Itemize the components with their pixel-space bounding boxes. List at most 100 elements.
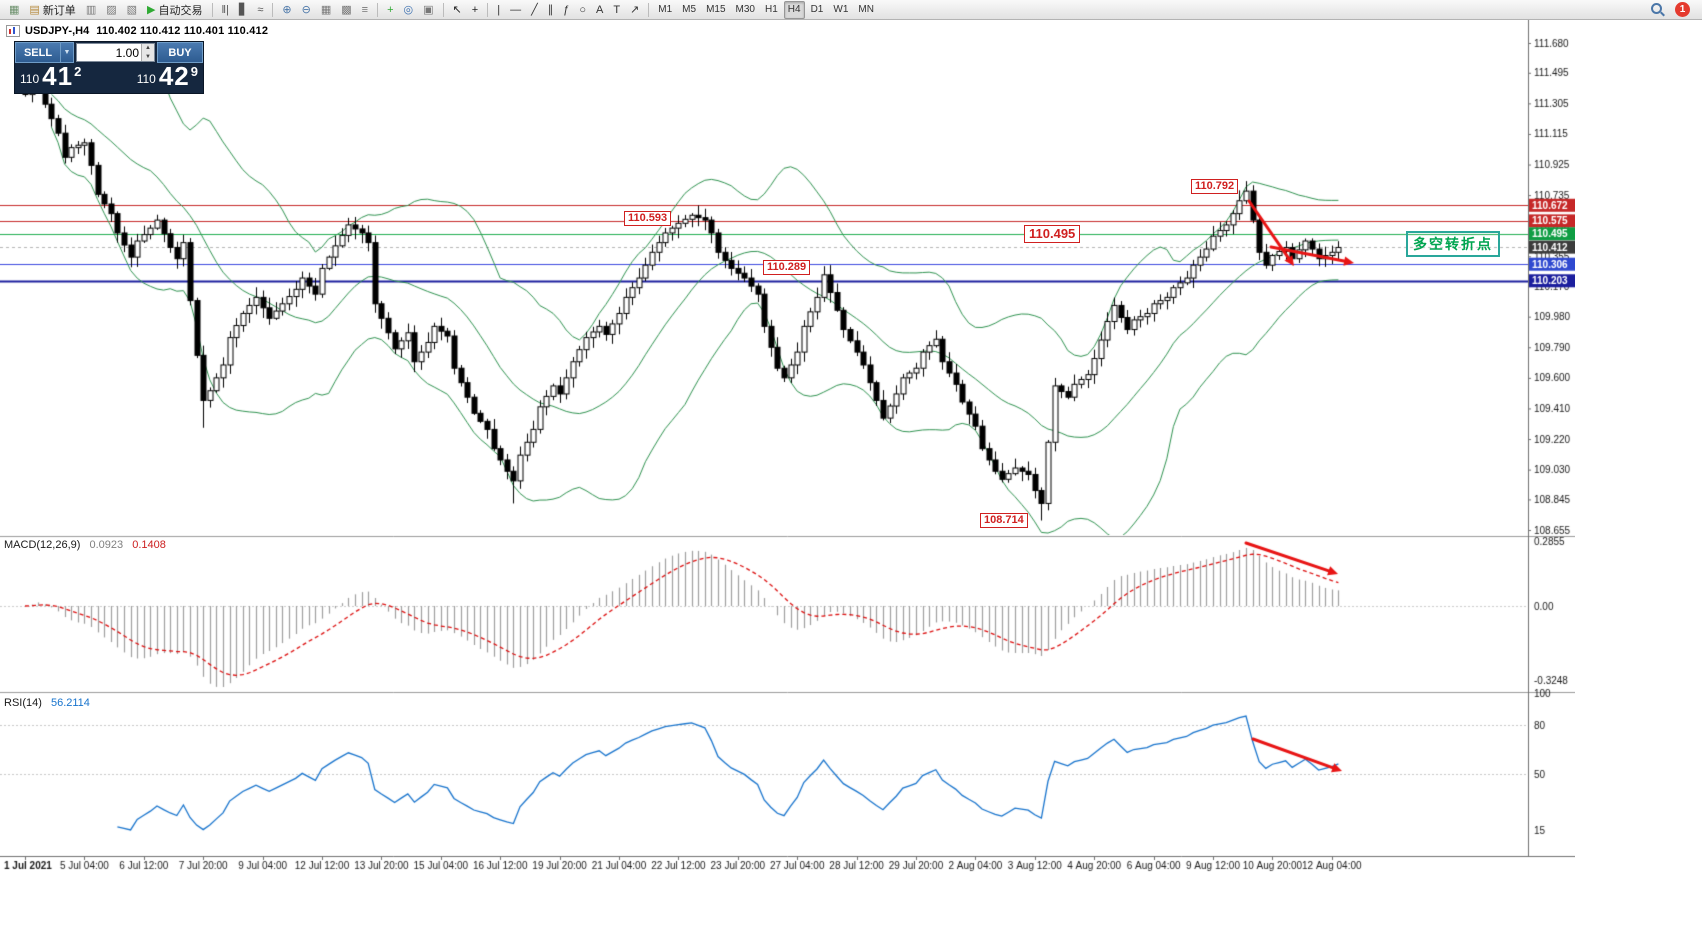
lot-decrease-icon[interactable]: ▼ — [145, 53, 151, 60]
zoom-in-button[interactable]: ⊕ — [278, 1, 295, 19]
arrows-tool-button[interactable]: ↗ — [626, 1, 643, 19]
bid-price[interactable]: 110 41 2 — [20, 61, 82, 91]
label-tool-icon: T — [613, 3, 621, 16]
annotation-note[interactable]: 多空转折点 — [1406, 231, 1500, 257]
price-chart-canvas[interactable] — [0, 20, 1575, 940]
zoom-out-button[interactable]: ⊖ — [298, 1, 315, 19]
new-order-button[interactable]: ▤ 新订单 — [25, 1, 79, 19]
sell-options-chevron-icon[interactable]: ▼ — [61, 42, 74, 63]
lot-size-input[interactable] — [77, 44, 141, 61]
candlestick-chart-button[interactable]: ▋ — [235, 1, 251, 19]
channel-tool-icon: ∥ — [547, 3, 554, 16]
new-order-icon: ▤ — [29, 3, 40, 16]
lot-size-field: ▲ ▼ — [76, 43, 155, 62]
bar-chart-icon: ‖| — [221, 3, 229, 16]
toolbar-separator — [272, 2, 274, 17]
bid-price-big: 41 — [42, 61, 74, 91]
vertical-line-tool-button[interactable]: | — [493, 1, 504, 19]
rsi-value: 56.2114 — [50, 697, 90, 709]
crosshair-tool-button[interactable]: + — [468, 1, 482, 19]
navigator-button[interactable]: ▧ — [123, 1, 141, 19]
sell-button[interactable]: SELL — [15, 42, 61, 63]
buy-button[interactable]: BUY — [157, 42, 203, 63]
bid-price-prefix: 110 — [20, 72, 40, 86]
label-tool-button[interactable]: T — [609, 1, 624, 19]
price-label[interactable]: 110.495 — [1024, 225, 1081, 243]
auto-trading-button[interactable]: ▶ 自动交易 — [143, 1, 206, 19]
new-chart-button[interactable]: ▦ — [5, 1, 23, 19]
horizontal-line-tool-button[interactable]: — — [506, 1, 525, 19]
indicators-button[interactable]: ◎ — [400, 1, 418, 19]
timeframe-m5-button[interactable]: M5 — [678, 1, 700, 19]
line-chart-button[interactable]: ≈ — [253, 1, 267, 19]
templates-icon: ▣ — [423, 3, 434, 16]
candlestick-chart-icon: ▋ — [238, 3, 248, 16]
tile-windows-icon: ▦ — [320, 3, 332, 16]
navigator-icon: ▧ — [126, 3, 138, 16]
add-object-button[interactable]: + — [383, 1, 397, 19]
timeframe-m15-button-label: M15 — [706, 4, 726, 15]
timeframe-m1-button-label: M1 — [658, 4, 673, 15]
cursor-tool-button[interactable]: ↖ — [449, 1, 466, 19]
timeframe-h4-button-label: H4 — [787, 4, 801, 15]
market-watch-button[interactable]: ▨ — [102, 1, 120, 19]
price-label[interactable]: 108.714 — [980, 513, 1028, 528]
tile-windows-button[interactable]: ▦ — [317, 1, 335, 19]
notification-badge[interactable]: 1 — [1675, 2, 1690, 17]
timeframe-d1-button-label: D1 — [810, 4, 824, 15]
ask-price-big: 42 — [158, 61, 190, 91]
cascade-windows-icon: ▩ — [341, 3, 352, 16]
macd-name: MACD(12,26,9) — [4, 539, 81, 551]
macd-indicator-label: MACD(12,26,9) 0.0923 0.1408 — [4, 539, 166, 551]
chart-profiles-button[interactable]: ▥ — [82, 1, 100, 19]
cascade-windows-button[interactable]: ▩ — [337, 1, 355, 19]
ask-price[interactable]: 110 42 9 — [137, 61, 198, 91]
ohlc-values: 110.402 110.412 110.401 110.412 — [96, 25, 269, 37]
fibonacci-tool-icon: ƒ — [563, 3, 570, 16]
search-icon[interactable] — [1650, 2, 1665, 17]
toolbar-separator — [648, 2, 650, 17]
price-label[interactable]: 110.289 — [763, 260, 811, 275]
toolbar-separator — [442, 2, 444, 17]
timeframe-m30-button[interactable]: M30 — [732, 1, 759, 19]
price-label[interactable]: 110.593 — [624, 211, 672, 226]
templates-button[interactable]: ▣ — [419, 1, 437, 19]
chart-profiles-icon: ▥ — [85, 3, 97, 16]
crosshair-tool-icon: + — [471, 3, 479, 16]
timeframe-w1-button-label: W1 — [833, 4, 849, 15]
bar-chart-button[interactable]: ‖| — [218, 1, 233, 19]
timeframe-h4-button[interactable]: H4 — [783, 0, 805, 19]
timeframe-m1-button[interactable]: M1 — [654, 1, 676, 19]
bid-price-pip: 2 — [74, 64, 82, 79]
timeframe-m15-button[interactable]: M15 — [702, 1, 729, 19]
timeframe-m5-button-label: M5 — [682, 4, 697, 15]
price-label[interactable]: 110.792 — [1191, 179, 1239, 194]
vertical-line-tool-icon: | — [497, 3, 501, 16]
new-chart-icon: ▦ — [9, 3, 20, 16]
text-tool-button[interactable]: A — [592, 1, 607, 19]
horizontal-line-tool-icon: — — [510, 3, 522, 16]
toolbar-right: 1 — [1650, 2, 1690, 17]
toolbar-separator — [487, 2, 489, 17]
cursor-tool-icon: ↖ — [452, 3, 462, 16]
arrange-windows-button[interactable]: ≡ — [358, 1, 372, 19]
trendline-tool-button[interactable]: ╱ — [527, 1, 542, 19]
channel-tool-button[interactable]: ∥ — [544, 1, 558, 19]
lot-increase-icon[interactable]: ▲ — [145, 45, 151, 52]
shapes-tool-button[interactable]: ○ — [575, 1, 590, 19]
timeframe-h1-button[interactable]: H1 — [761, 1, 782, 19]
toolbar: ▦ ▤ 新订单 ▥ ▨ ▧ ▶ 自动交易 ‖| ▋ ≈ ⊕ ⊖ ▦ ▩ ≡ + ◎ ▣ ↖ + | — ╱ ∥ ƒ ○ A T ↗ M1 M5… — [0, 0, 1702, 20]
timeframe-w1-button[interactable]: W1 — [829, 1, 852, 19]
auto-trading-button-label: 自动交易 — [158, 4, 203, 17]
shapes-tool-icon: ○ — [579, 3, 586, 16]
line-chart-icon: ≈ — [257, 3, 264, 16]
fibonacci-tool-button[interactable]: ƒ — [559, 1, 573, 19]
toolbar-separator — [211, 2, 213, 17]
new-order-button-label: 新订单 — [42, 4, 76, 17]
timeframe-d1-button[interactable]: D1 — [807, 1, 828, 19]
timeframe-m30-button-label: M30 — [735, 4, 755, 15]
timeframe-mn-button[interactable]: MN — [854, 1, 878, 19]
one-click-trading-panel: SELL ▼ ▲ ▼ BUY 110 41 2 110 42 9 — [14, 41, 204, 94]
auto-trading-icon: ▶ — [147, 3, 156, 16]
